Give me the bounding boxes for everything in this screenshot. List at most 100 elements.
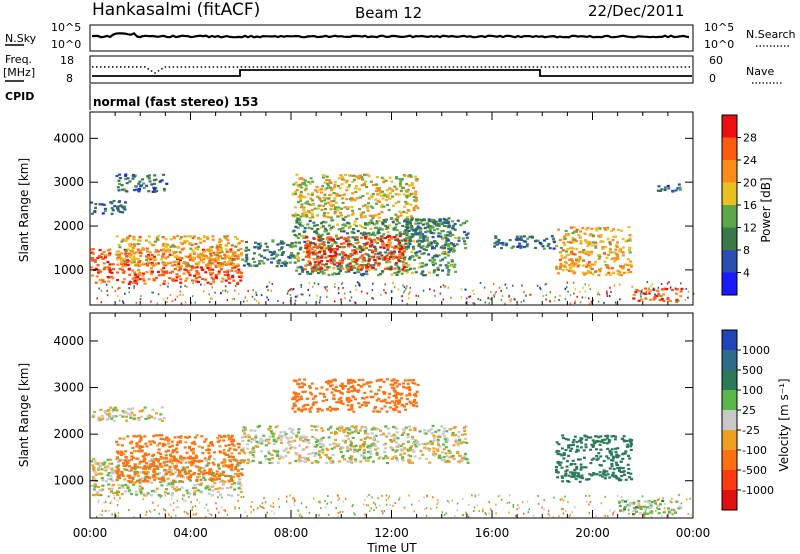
heatmap-cell (353, 447, 357, 450)
heatmap-cell (577, 234, 581, 237)
heatmap-cell (216, 490, 220, 493)
heatmap-cell (342, 429, 346, 432)
heatmap-cell (608, 250, 612, 253)
heatmap-cell (522, 246, 526, 249)
heatmap-cell (305, 249, 309, 252)
noise-cell (302, 293, 304, 296)
heatmap-cell (361, 378, 365, 382)
heatmap-cell (208, 470, 211, 473)
heatmap-cell (197, 237, 201, 240)
heatmap-cell (208, 456, 211, 459)
noise-cell (490, 298, 492, 301)
heatmap-cell (307, 246, 311, 249)
heatmap-cell (567, 253, 571, 256)
heatmap-cell (337, 443, 341, 446)
heatmap-cell (233, 235, 237, 239)
noise-cell (614, 301, 617, 304)
heatmap-cell (294, 181, 298, 184)
heatmap-cell (382, 246, 386, 249)
heatmap-cell (140, 477, 144, 480)
heatmap-cell (295, 235, 299, 238)
heatmap-cell (116, 443, 120, 446)
heatmap-cell (343, 439, 347, 443)
heatmap-cell (150, 494, 154, 497)
heatmap-cell (389, 267, 393, 270)
heatmap-cell (429, 244, 433, 247)
heatmap-cell (103, 461, 107, 464)
heatmap-cell (217, 241, 221, 244)
heatmap-cell (197, 472, 201, 476)
heatmap-cell (657, 189, 660, 192)
heatmap-cell (431, 263, 435, 267)
heatmap-cell (341, 402, 345, 405)
heatmap-cell (323, 181, 327, 184)
heatmap-cell (626, 471, 630, 474)
heatmap-cell (296, 213, 300, 217)
heatmap-cell (122, 257, 126, 261)
heatmap-cell (328, 186, 332, 189)
heatmap-cell (629, 263, 633, 266)
heatmap-cell (427, 253, 431, 256)
heatmap-cell (153, 189, 156, 192)
heatmap-cell (311, 214, 315, 217)
heatmap-cell (267, 450, 271, 453)
heatmap-cell (153, 182, 156, 185)
heatmap-cell (415, 251, 419, 254)
heatmap-cell (602, 441, 606, 444)
heatmap-cell (589, 233, 593, 236)
heatmap-cell (355, 175, 359, 178)
heatmap-cell (123, 478, 127, 481)
heatmap-cell (312, 221, 316, 224)
heatmap-cell (367, 232, 371, 235)
heatmap-cell (320, 260, 324, 263)
heatmap-cell (444, 241, 448, 244)
heatmap-cell (451, 432, 455, 435)
heatmap-cell (135, 457, 139, 460)
heatmap-cell (606, 266, 609, 269)
heatmap-cell (147, 453, 151, 456)
heatmap-cell (191, 461, 195, 464)
heatmap-cell (365, 247, 369, 250)
heatmap-cell (443, 256, 447, 259)
heatmap-cell (626, 263, 630, 266)
heatmap-cell (177, 262, 181, 265)
heatmap-cell (418, 234, 422, 237)
heatmap-cell (358, 256, 362, 259)
heatmap-cell (330, 391, 334, 394)
heatmap-cell (172, 465, 176, 468)
heatmap-cell (162, 173, 165, 176)
heatmap-cell (495, 243, 499, 246)
heatmap-cell (298, 460, 302, 463)
heatmap-cell (131, 248, 135, 251)
heatmap-cell (413, 443, 417, 446)
heatmap-cell (298, 454, 302, 457)
heatmap-cell (353, 252, 357, 255)
heatmap-cell (369, 233, 372, 236)
noise-cell (647, 290, 650, 292)
heatmap-cell (179, 278, 183, 281)
heatmap-cell (393, 390, 397, 393)
heatmap-cell (198, 257, 202, 260)
heatmap-cell (304, 255, 308, 258)
heatmap-cell (396, 246, 400, 249)
heatmap-cell (304, 244, 307, 247)
noise-cell (539, 288, 542, 291)
heatmap-cell (319, 234, 323, 238)
noise-cell (180, 285, 182, 288)
heatmap-cell (92, 467, 96, 470)
heatmap-cell (182, 494, 185, 497)
noise-cell (117, 287, 119, 290)
heatmap-cell (223, 271, 227, 274)
noise-cell (404, 290, 406, 292)
heatmap-cell (572, 475, 576, 478)
heatmap-cell (212, 278, 215, 281)
heatmap-cell (335, 390, 339, 393)
heatmap-cell (442, 443, 446, 446)
noise-cell (114, 290, 116, 293)
heatmap-cell (323, 188, 327, 191)
heatmap-cell (602, 459, 606, 463)
heatmap-cell (145, 184, 149, 187)
heatmap-cell (561, 476, 564, 479)
heatmap-cell (155, 412, 159, 415)
